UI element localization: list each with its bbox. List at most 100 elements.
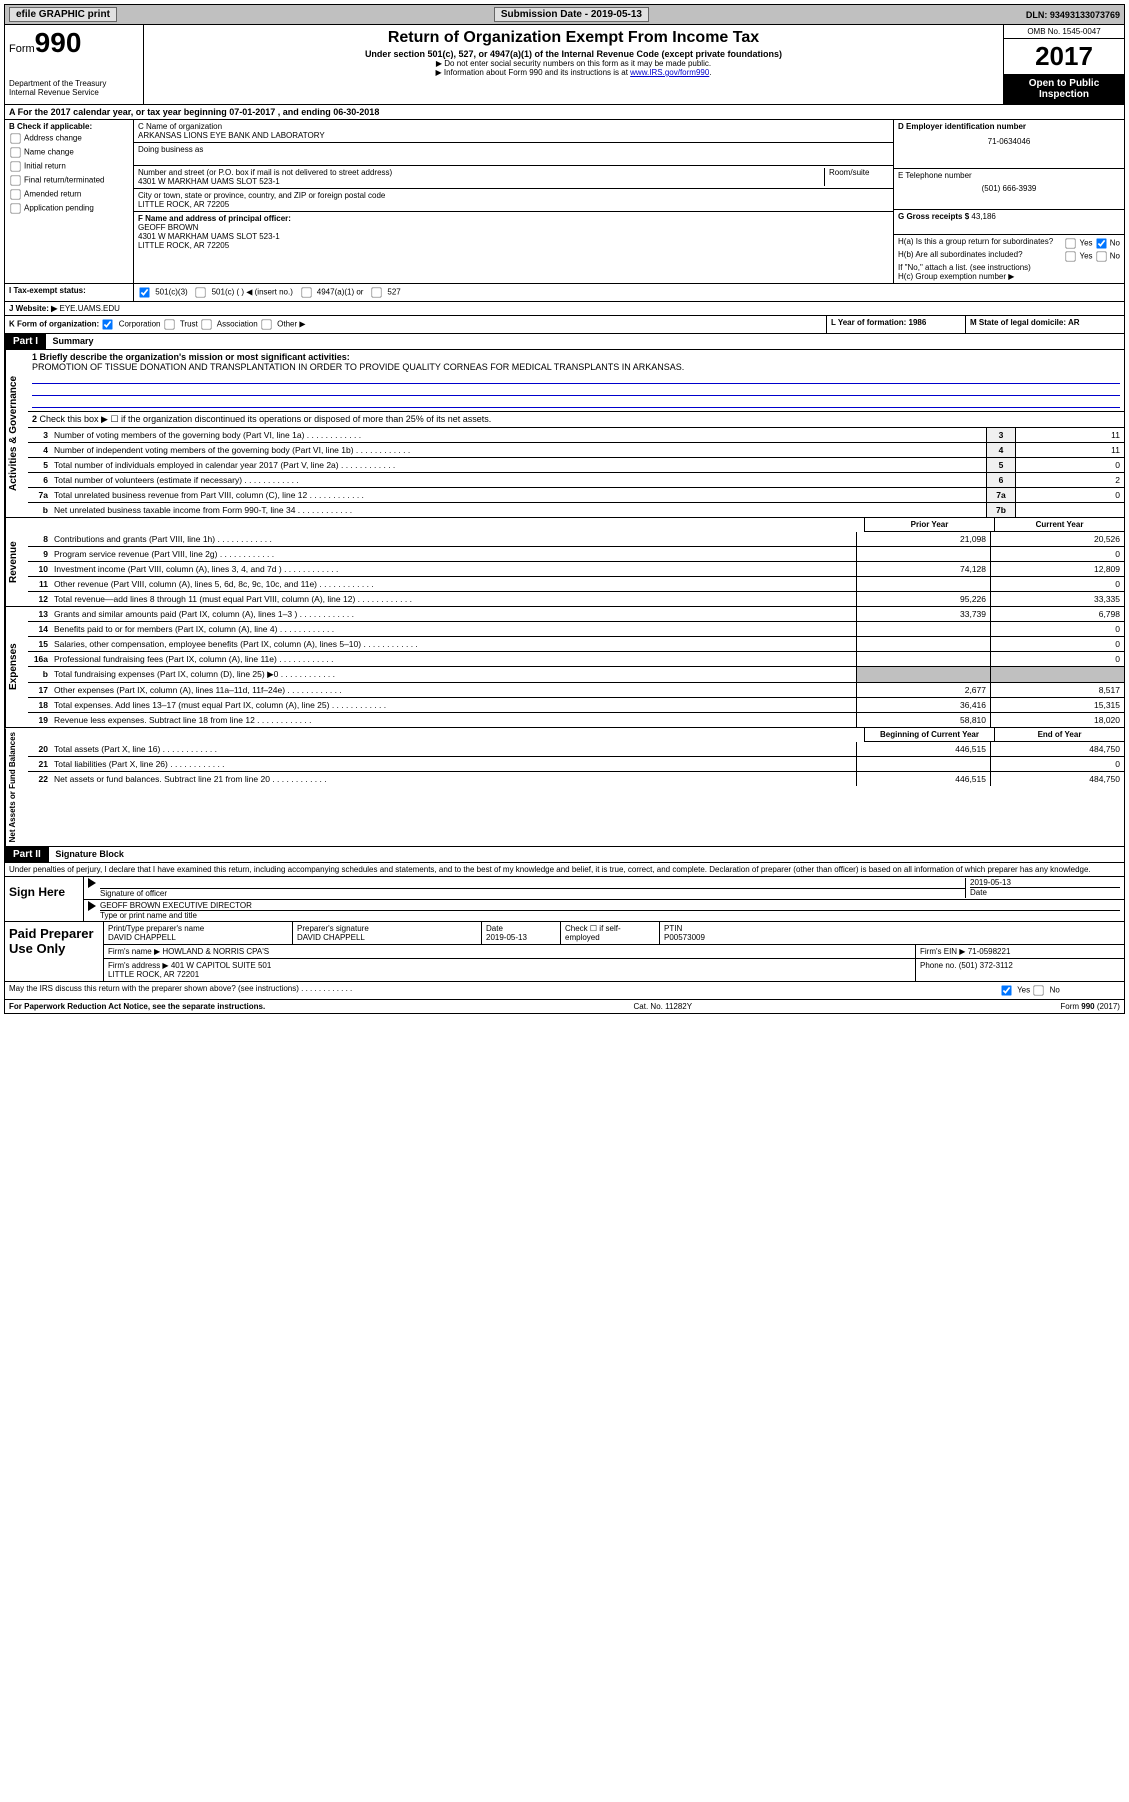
hb-no[interactable] (1096, 251, 1106, 261)
cb-corp[interactable] (103, 319, 113, 329)
footer: For Paperwork Reduction Act Notice, see … (4, 1000, 1125, 1014)
discuss-no[interactable] (1034, 986, 1044, 996)
efile-btn[interactable]: efile GRAPHIC print (9, 7, 117, 22)
summary-line: 6Total number of volunteers (estimate if… (28, 473, 1124, 488)
cb-527[interactable] (371, 287, 381, 297)
ha-no[interactable] (1096, 238, 1106, 248)
q1: 1 Briefly describe the organization's mi… (32, 352, 350, 362)
ptin-label: PTIN (664, 924, 1120, 933)
expenses-label: Expenses (5, 607, 28, 727)
ein: 71-0634046 (898, 137, 1120, 146)
top-bar: efile GRAPHIC print Submission Date - 20… (4, 4, 1125, 25)
preparer-section: Paid Preparer Use Only Print/Type prepar… (4, 922, 1125, 982)
blank-line (32, 397, 1120, 408)
summary-line: 17Other expenses (Part IX, column (A), l… (28, 683, 1124, 698)
discuss: May the IRS discuss this return with the… (9, 984, 299, 993)
cb-501c[interactable] (196, 287, 206, 297)
cb-app[interactable] (10, 203, 20, 213)
q2: Check this box ▶ ☐ if the organization d… (40, 414, 492, 424)
ha: H(a) Is this a group return for subordin… (898, 237, 1053, 250)
room-label: Room/suite (824, 168, 889, 186)
tax-year: 2017 (1004, 39, 1124, 74)
cb-final[interactable] (10, 175, 20, 185)
prep-sig-label: Preparer's signature (297, 924, 477, 933)
summary-line: 12Total revenue—add lines 8 through 11 (… (28, 592, 1124, 606)
row-k: K Form of organization: Corporation Trus… (4, 316, 1125, 334)
lbl-app: Application pending (24, 204, 94, 213)
summary-line: 19Revenue less expenses. Subtract line 1… (28, 713, 1124, 727)
cb-other[interactable] (261, 319, 271, 329)
cb-initial[interactable] (10, 161, 20, 171)
subtitle: Under section 501(c), 527, or 4947(a)(1)… (148, 49, 999, 59)
expenses-section: Expenses 13Grants and similar amounts pa… (4, 607, 1125, 728)
hb-note: If "No," attach a list. (see instruction… (898, 263, 1120, 272)
lbl-501c3: 501(c)(3) (155, 288, 187, 297)
form-label: Form (9, 43, 35, 55)
cat-no: Cat. No. 11282Y (630, 1002, 697, 1011)
cb-501c3[interactable] (139, 287, 149, 297)
hb-yes[interactable] (1066, 251, 1076, 261)
summary-line: 5Total number of individuals employed in… (28, 458, 1124, 473)
summary-line: 21Total liabilities (Part X, line 26)0 (28, 757, 1124, 772)
form-header: Form990 Department of the Treasury Inter… (4, 25, 1125, 105)
submission-date: Submission Date - 2019-05-13 (494, 7, 649, 22)
cb-address[interactable] (10, 133, 20, 143)
part2-title: Signature Block (51, 847, 128, 861)
city: LITTLE ROCK, AR 72205 (138, 200, 889, 209)
lbl-501c: 501(c) ( ) ◀ (insert no.) (212, 288, 293, 297)
cb-4947[interactable] (301, 287, 311, 297)
summary-line: 18Total expenses. Add lines 13–17 (must … (28, 698, 1124, 713)
section-a: A For the 2017 calendar year, or tax yea… (4, 105, 1125, 120)
lbl-final: Final return/terminated (24, 176, 104, 185)
phone: (501) 372-3112 (959, 961, 1013, 970)
prep-sig: DAVID CHAPPELL (297, 933, 477, 942)
org-name: ARKANSAS LIONS EYE BANK AND LABORATORY (138, 131, 889, 140)
b-title: B Check if applicable: (9, 122, 129, 131)
summary-line: 3Number of voting members of the governi… (28, 428, 1124, 443)
officer-printed: GEOFF BROWN EXECUTIVE DIRECTOR (100, 901, 1120, 910)
lbl-trust: Trust (180, 320, 198, 329)
part2-header: Part II (5, 847, 49, 862)
prior-header: Prior Year (864, 518, 994, 532)
end-header: End of Year (994, 728, 1124, 742)
ha-yes[interactable] (1066, 238, 1076, 248)
cb-assoc[interactable] (201, 319, 211, 329)
part2-header-row: Part II Signature Block (4, 847, 1125, 863)
summary-line: 10Investment income (Part VIII, column (… (28, 562, 1124, 577)
lbl-4947: 4947(a)(1) or (317, 288, 364, 297)
discuss-yes[interactable] (1001, 986, 1011, 996)
dln: DLN: 93493133073769 (1026, 10, 1120, 20)
lbl-527: 527 (387, 288, 400, 297)
activities-section: Activities & Governance 1 Briefly descri… (4, 350, 1125, 518)
form-foot: Form 990 (2017) (1056, 1002, 1124, 1011)
f-label: F Name and address of principal officer: (138, 214, 889, 223)
mission: PROMOTION OF TISSUE DONATION AND TRANSPL… (32, 362, 1120, 372)
summary-line: bTotal fundraising expenses (Part IX, co… (28, 667, 1124, 683)
arrow-icon (88, 901, 96, 911)
lbl-assoc: Association (217, 320, 258, 329)
cb-name[interactable] (10, 147, 20, 157)
summary-line: 7aTotal unrelated business revenue from … (28, 488, 1124, 503)
arrow-icon (88, 878, 96, 888)
lbl-amended: Amended return (24, 190, 81, 199)
gross: 43,186 (971, 212, 995, 221)
hc: H(c) Group exemption number ▶ (898, 272, 1120, 281)
k-label: K Form of organization: (9, 320, 99, 329)
summary-line: 4Number of independent voting members of… (28, 443, 1124, 458)
paid-prep-label: Paid Preparer Use Only (5, 922, 104, 981)
street: 4301 W MARKHAM UAMS SLOT 523-1 (138, 177, 824, 186)
dba-label: Doing business as (138, 145, 889, 154)
summary-line: 13Grants and similar amounts paid (Part … (28, 607, 1124, 622)
prep-name: DAVID CHAPPELL (108, 933, 288, 942)
firm-label: Firm's name ▶ (108, 947, 160, 956)
sign-section: Sign Here Signature of officer 2019-05-1… (4, 877, 1125, 922)
j-label: J Website: ▶ (9, 304, 57, 313)
lbl-initial: Initial return (24, 162, 66, 171)
prep-name-label: Print/Type preparer's name (108, 924, 288, 933)
sig-date-label: Date (970, 887, 1120, 897)
irs-link[interactable]: www.IRS.gov/form990 (630, 68, 709, 77)
cb-trust[interactable] (164, 319, 174, 329)
cb-amended[interactable] (10, 189, 20, 199)
gross-label: G Gross receipts $ (898, 212, 969, 221)
firm-addr-label: Firm's address ▶ (108, 961, 169, 970)
